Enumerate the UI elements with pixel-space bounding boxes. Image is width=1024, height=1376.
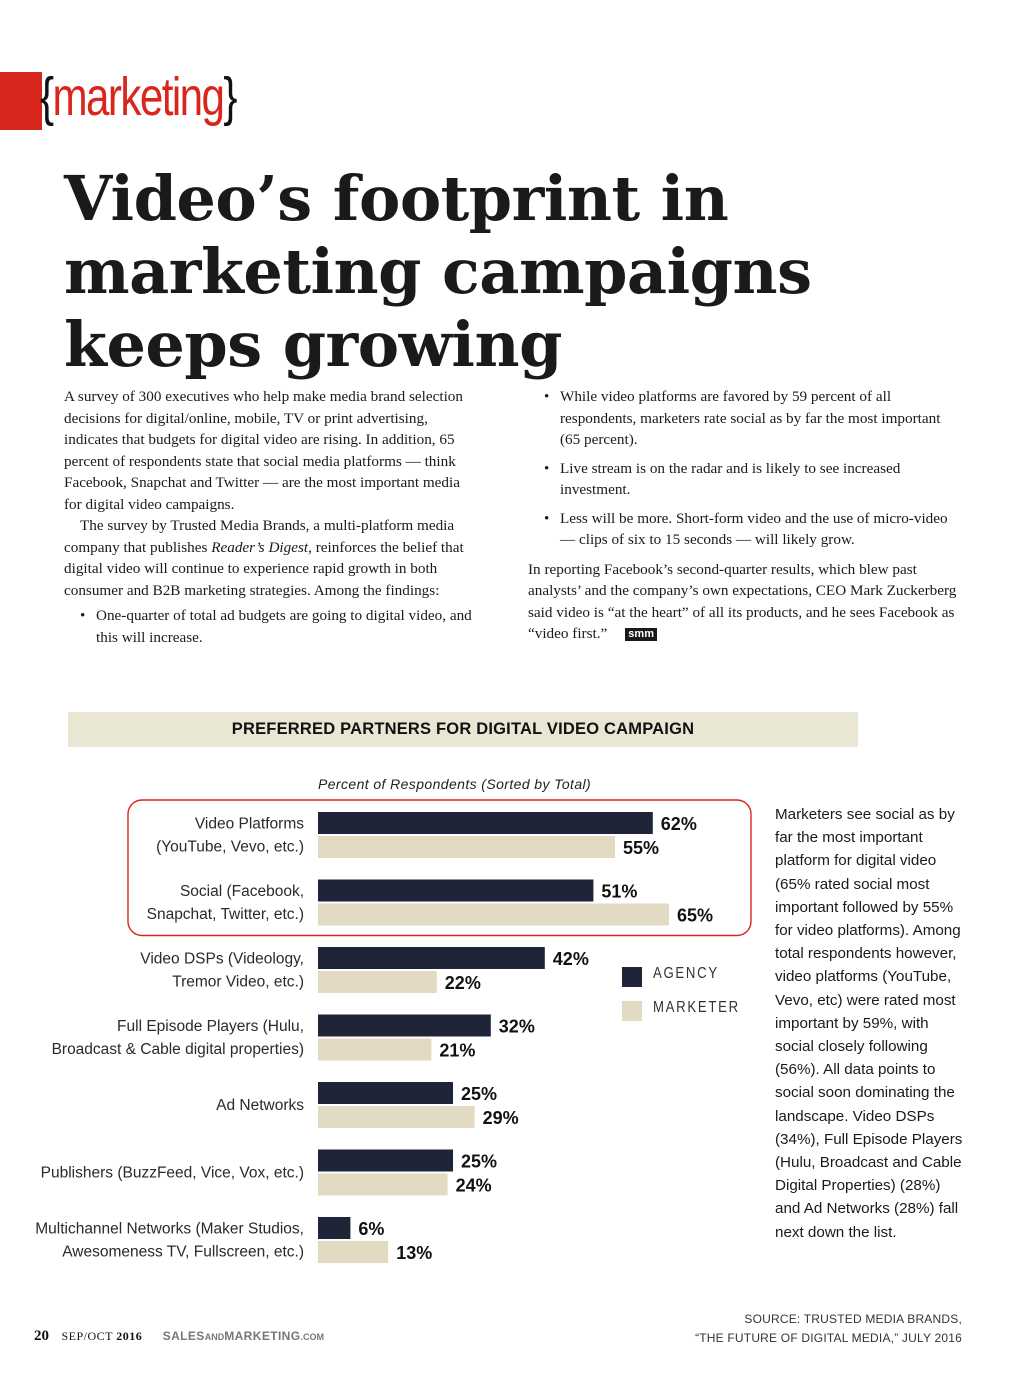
category-label: Video Platforms (YouTube, Vevo, etc.) xyxy=(156,816,304,856)
paragraph-text: In reporting Facebook’s second-quarter r… xyxy=(528,560,957,643)
category-label-line: Awesomeness TV, Fullscreen, etc.) xyxy=(62,1244,304,1261)
data-label: 25% xyxy=(461,1084,497,1104)
bar-marketer xyxy=(318,1106,475,1128)
data-label: 29% xyxy=(483,1108,519,1128)
category-label-line: Full Episode Players (Hulu, xyxy=(117,1018,304,1035)
bar-marketer xyxy=(318,903,669,926)
data-label: 21% xyxy=(439,1041,475,1061)
category-label-line: Tremor Video, etc.) xyxy=(172,974,304,991)
data-label: 24% xyxy=(456,1176,492,1196)
finding-item: Less will be more. Short-form video and … xyxy=(544,508,960,551)
category-label: Ad Networks xyxy=(216,1097,304,1114)
findings-list: While video platforms are favored by 59 … xyxy=(528,386,960,551)
finding-item: While video platforms are favored by 59 … xyxy=(544,386,960,451)
data-label: 32% xyxy=(499,1017,535,1037)
issue-date: SEP/OCT 2016 xyxy=(61,1329,142,1343)
bar-marketer xyxy=(318,836,615,858)
data-label: 25% xyxy=(461,1152,497,1172)
category-label-line: Ad Networks xyxy=(216,1097,304,1114)
data-label: 62% xyxy=(661,814,697,834)
bar-marketer xyxy=(318,1241,389,1263)
category-label-line: Social (Facebook, xyxy=(180,883,304,900)
section-tab xyxy=(0,72,42,130)
bar-agency xyxy=(318,1149,453,1172)
data-label: 22% xyxy=(445,973,481,993)
article-closing-paragraph: In reporting Facebook’s second-quarter r… xyxy=(528,559,960,645)
source-line: SOURCE: TRUSTED MEDIA BRANDS, xyxy=(744,1312,962,1326)
highlight-outline xyxy=(127,799,752,937)
legend-label: AGENCY xyxy=(653,965,719,982)
data-label: 13% xyxy=(396,1243,432,1263)
article-right-column: While video platforms are favored by 59 … xyxy=(528,386,960,645)
bar-agency xyxy=(318,879,594,902)
article-paragraph: A survey of 300 executives who help make… xyxy=(64,388,463,513)
article-left-column: A survey of 300 executives who help make… xyxy=(64,386,480,655)
finding-item: One-quarter of total ad budgets are goin… xyxy=(80,605,480,648)
legend-swatch-marketer xyxy=(622,1001,642,1021)
pub-part: AND xyxy=(204,1332,225,1342)
article-headline: Video’s footprint in marketing campaigns… xyxy=(64,162,812,381)
bracket-open: { xyxy=(40,67,54,127)
chart-subtitle: Percent of Respondents (Sorted by Total) xyxy=(318,776,592,792)
data-label: 55% xyxy=(623,838,659,858)
publication-name: Reader’s Digest, xyxy=(211,538,312,556)
category-label-line: (YouTube, Vevo, etc.) xyxy=(156,839,304,856)
chart-sidebar-text: Marketers see social as by far the most … xyxy=(775,806,963,1241)
legend-swatch-agency xyxy=(622,967,642,987)
category-label: Video DSPs (Videology, Tremor Video, etc.… xyxy=(140,951,304,991)
category-label: Social (Facebook, Snapchat, Twitter, etc.… xyxy=(147,883,304,923)
paragraph-text: The survey by Trusted Media Brands, a mu… xyxy=(64,517,455,556)
findings-list: One-quarter of total ad budgets are goin… xyxy=(64,605,480,648)
chart-title-banner: PREFERRED PARTNERS FOR DIGITAL VIDEO CAM… xyxy=(68,712,858,747)
publication-url: SALESANDMARKETING.COM xyxy=(163,1329,324,1343)
category-label-line: Multichannel Networks (Maker Studios, xyxy=(35,1221,304,1238)
category-label-line: Video DSPs (Videology, xyxy=(140,951,304,968)
bar-agency xyxy=(318,1217,351,1239)
category-label: Full Episode Players (Hulu, Broadcast & C… xyxy=(52,1018,304,1058)
bracket-close: } xyxy=(223,67,237,127)
page-footer: 20 SEP/OCT 2016 SALESANDMARKETING.COM xyxy=(34,1327,324,1345)
bar-agency xyxy=(318,947,545,969)
section-name: marketing xyxy=(52,67,225,127)
category-label-line: Snapchat, Twitter, etc.) xyxy=(147,906,304,923)
paragraph-text: reinforces the belief that digital video… xyxy=(64,538,464,599)
finding-item: Live stream is on the radar and is likel… xyxy=(544,458,960,501)
pub-part: MARKETING xyxy=(224,1329,301,1343)
category-label-line: Publishers (BuzzFeed, Vice, Vox, etc.) xyxy=(41,1165,304,1182)
bar-marketer xyxy=(318,1038,432,1061)
pub-part: .COM xyxy=(300,1332,324,1342)
end-mark: smm xyxy=(625,628,657,641)
data-label: 65% xyxy=(677,906,713,926)
section-label: {marketing} xyxy=(40,66,237,128)
chart-title: PREFERRED PARTNERS FOR DIGITAL VIDEO CAM… xyxy=(231,720,695,738)
bar-agency xyxy=(318,1082,453,1104)
category-label-line: Video Platforms xyxy=(195,816,304,833)
legend-label: MARKETER xyxy=(653,999,740,1016)
pub-part: SALES xyxy=(162,1329,205,1343)
bar-marketer xyxy=(318,971,437,993)
article-paragraph: The survey by Trusted Media Brands, a mu… xyxy=(64,515,480,601)
page-number: 20 xyxy=(34,1328,49,1344)
category-label: Multichannel Networks (Maker Studios, Awe… xyxy=(35,1221,304,1261)
bar-agency xyxy=(318,812,653,834)
bar-marketer xyxy=(318,1173,448,1196)
data-label: 6% xyxy=(358,1219,384,1239)
category-label: Publishers (BuzzFeed, Vice, Vox, etc.) xyxy=(41,1165,304,1182)
issue-year: 2016 xyxy=(116,1329,143,1343)
data-label: 42% xyxy=(553,949,589,969)
source-line: “THE FUTURE OF DIGITAL MEDIA,” JULY 2016 xyxy=(695,1331,962,1345)
data-label: 51% xyxy=(601,882,637,902)
bar-agency xyxy=(318,1014,491,1037)
issue-month: SEP/OCT xyxy=(61,1329,113,1343)
category-label-line: Broadcast & Cable digital properties) xyxy=(52,1041,304,1058)
chart-source: SOURCE: TRUSTED MEDIA BRANDS, “THE FUTUR… xyxy=(695,1310,962,1348)
